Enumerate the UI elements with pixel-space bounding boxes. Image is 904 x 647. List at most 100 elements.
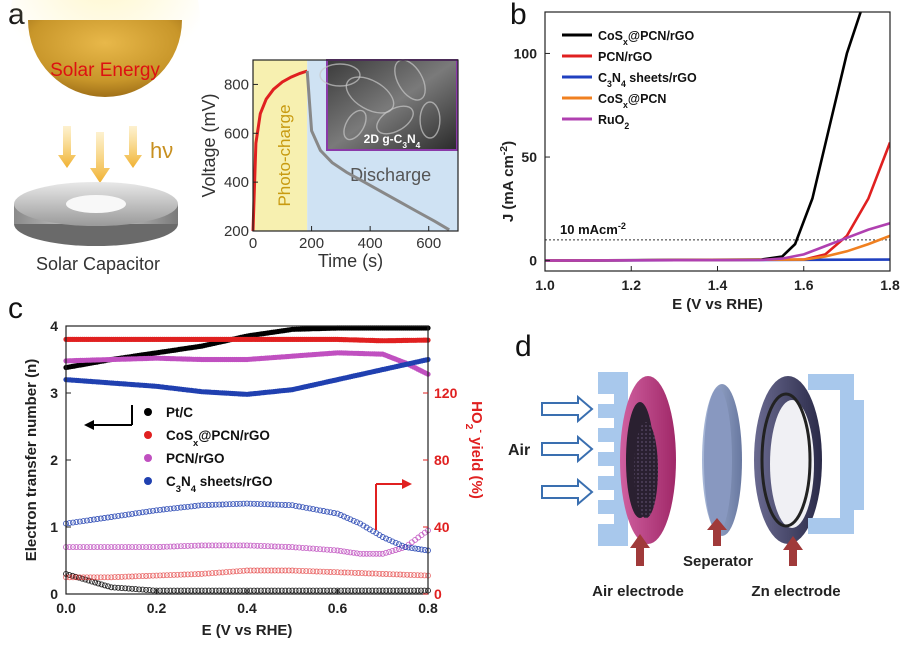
yield-point-cosxpcnrgo — [136, 573, 143, 580]
x-tick-label: 1.0 — [535, 277, 555, 293]
y2-axis-label: HO2- yield (%) — [463, 401, 487, 499]
yield-point-c3n4sheetsrgo — [402, 544, 409, 551]
yield-point-c3n4sheetsrgo — [160, 506, 167, 513]
yield-point-cosxpcnrgo — [348, 569, 355, 576]
x-tick-label: 0.2 — [147, 600, 167, 616]
yield-point-pcnrgo — [247, 542, 254, 549]
yield-point-c3n4sheetsrgo — [251, 500, 257, 507]
yield-point-ptc — [184, 587, 191, 594]
yield-point-cosxpcnrgo — [257, 567, 264, 574]
yield-point-ptc — [85, 577, 92, 584]
yield-point-cosxpcnrgo — [237, 568, 243, 575]
yield-point-cosxpcnrgo — [411, 572, 418, 579]
yield-point-pcnrgo — [254, 542, 261, 549]
yield-point-cosxpcnrgo — [108, 574, 115, 581]
yield-point-ptc — [317, 587, 324, 594]
yield-point-ptc — [143, 586, 150, 593]
yield-point-c3n4sheetsrgo — [405, 544, 412, 551]
yield-point-cosxpcnrgo — [386, 571, 393, 578]
yield-point-cosxpcnrgo — [275, 567, 282, 574]
yield-point-cosxpcnrgo — [264, 567, 271, 574]
yield-point-ptc — [98, 581, 105, 588]
yield-point-cosxpcnrgo — [233, 568, 240, 575]
yield-point-cosxpcnrgo — [306, 568, 313, 575]
yield-point-ptc — [404, 587, 411, 594]
yield-point-ptc — [338, 587, 344, 594]
yield-point-c3n4sheetsrgo — [157, 506, 163, 513]
air-label: Air — [508, 442, 530, 459]
yield-point-c3n4sheetsrgo — [111, 513, 118, 520]
yield-point-cosxpcnrgo — [421, 572, 428, 579]
yield-point-cosxpcnrgo — [254, 567, 261, 574]
yield-point-c3n4sheetsrgo — [264, 501, 271, 508]
yield-point-pcnrgo — [310, 545, 317, 552]
yield-point-pcnrgo — [392, 547, 399, 553]
yield-point-c3n4sheetsrgo — [209, 501, 216, 508]
yield-point-ptc — [348, 587, 355, 594]
yield-point-c3n4sheetsrgo — [347, 516, 354, 523]
separator-disc — [702, 384, 742, 536]
legend-label: PCN/rGO — [598, 50, 652, 64]
yield-point-ptc — [226, 587, 233, 594]
yield-point-cosxpcnrgo — [174, 571, 181, 578]
yield-point-c3n4sheetsrgo — [167, 505, 174, 512]
light-rays-icon — [58, 126, 142, 183]
panel-letter-b: b — [510, 0, 527, 31]
y-tick-label: 200 — [224, 223, 249, 240]
yield-point-c3n4sheetsrgo — [223, 501, 230, 508]
yield-point-pcnrgo — [191, 542, 198, 549]
yield-point-cosxpcnrgo — [338, 569, 344, 576]
legend-marker — [144, 431, 152, 439]
yield-point-ptc — [136, 586, 143, 593]
yield-point-cosxpcnrgo — [104, 574, 111, 581]
yield-point-ptc — [257, 587, 264, 594]
yield-point-pcnrgo — [101, 544, 108, 551]
yield-point-pcnrgo — [209, 542, 216, 549]
x-axis-label: Time (s) — [318, 251, 383, 271]
sem-texture-flake — [419, 101, 441, 139]
yield-point-ptc — [167, 587, 174, 594]
yield-point-cosxpcnrgo — [303, 568, 310, 575]
yield-point-pcnrgo — [331, 547, 337, 554]
yield-point-ptc — [216, 587, 223, 594]
yield-point-ptc — [170, 587, 177, 594]
yield-point-ptc — [115, 584, 122, 591]
yield-point-cosxpcnrgo — [331, 569, 337, 576]
yield-point-c3n4sheetsrgo — [143, 508, 150, 515]
yield-point-cosxpcnrgo — [139, 573, 146, 580]
y-tick-label: 0 — [50, 586, 58, 602]
left-axis-indicator-arrow — [84, 405, 133, 430]
x-tick-label: 0.6 — [328, 600, 348, 616]
yield-point-ptc — [191, 587, 198, 594]
yield-point-c3n4sheetsrgo — [370, 528, 377, 535]
yield-point-ptc — [150, 587, 156, 594]
yield-point-ptc — [92, 579, 99, 586]
yield-point-pcnrgo — [216, 542, 223, 549]
reference-line-label: 10 mAcm-2 — [560, 221, 626, 237]
sem-inset-image: 2D g-C3N4 — [319, 59, 458, 151]
y-tick-label: 600 — [224, 125, 249, 142]
yield-point-cosxpcnrgo — [390, 571, 397, 578]
yield-point-c3n4sheetsrgo — [216, 501, 223, 508]
yield-point-pcnrgo — [205, 542, 212, 549]
yield-point-c3n4sheetsrgo — [87, 517, 94, 523]
yield-point-pcnrgo — [271, 543, 278, 550]
yield-point-c3n4sheetsrgo — [195, 502, 202, 509]
yield-point-ptc — [195, 587, 202, 594]
yield-point-cosxpcnrgo — [177, 571, 184, 578]
yield-point-ptc — [289, 587, 296, 594]
yield-point-cosxpcnrgo — [372, 570, 379, 577]
yield-point-c3n4sheetsrgo — [254, 500, 261, 507]
yield-point-c3n4sheetsrgo — [310, 506, 317, 513]
yield-point-c3n4sheetsrgo — [184, 503, 191, 510]
yield-point-cosxpcnrgo — [369, 570, 376, 577]
sem-texture-flake — [376, 105, 414, 135]
yield-point-c3n4sheetsrgo — [271, 501, 278, 508]
yield-point-cosxpcnrgo — [299, 567, 306, 574]
sun-icon — [28, 20, 182, 97]
yield-point-cosxpcnrgo — [247, 567, 254, 574]
yield-point-pcnrgo — [344, 548, 351, 555]
yield-point-pcnrgo — [104, 544, 111, 551]
yield-point-ptc — [251, 587, 257, 594]
yield-point-ptc — [362, 587, 369, 594]
